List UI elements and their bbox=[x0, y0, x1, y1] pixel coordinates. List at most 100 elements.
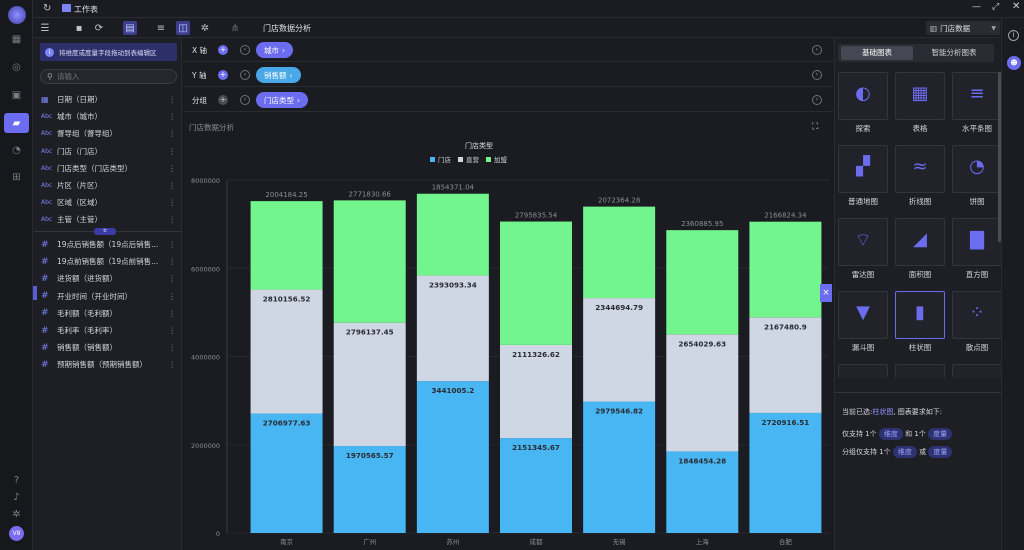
measure-field-item[interactable]: # 销售额（销售额） ⋮ bbox=[41, 339, 177, 356]
measure-field-item[interactable]: #19点前销售额（19点前销售... ⋮ bbox=[41, 253, 177, 270]
x-tick-label: 成都 bbox=[530, 537, 544, 546]
more-options-icon[interactable]: ⋮ bbox=[168, 181, 177, 190]
chart-type-tile[interactable]: ◐ bbox=[838, 72, 888, 120]
folder-icon[interactable]: ▰ bbox=[4, 113, 29, 133]
chart-type-tile[interactable]: ▦ bbox=[895, 72, 945, 120]
app-logo[interactable] bbox=[8, 6, 26, 24]
y-field-pill[interactable]: 销售额 › bbox=[256, 67, 301, 83]
chart-view-icon[interactable]: ◫ bbox=[176, 21, 190, 35]
more-options-icon[interactable]: ⋮ bbox=[168, 308, 177, 318]
search-input[interactable]: 请输入 bbox=[56, 72, 80, 81]
next-x-icon[interactable]: › bbox=[812, 45, 822, 55]
chart-type-tile[interactable]: ◔ bbox=[952, 145, 1002, 193]
add-x-icon[interactable]: + bbox=[218, 45, 228, 55]
collapse-right-button[interactable]: × bbox=[820, 284, 832, 302]
fullscreen-icon[interactable]: ⛶ bbox=[812, 122, 819, 132]
more-options-icon[interactable]: ⋮ bbox=[168, 129, 177, 139]
chart-type-tile[interactable] bbox=[952, 364, 1002, 378]
chart-type-tile[interactable]: ▇ bbox=[952, 218, 1002, 266]
chart-type-tile[interactable] bbox=[838, 364, 888, 378]
table-view-icon[interactable]: ▤ bbox=[123, 21, 137, 35]
collapse-panel-handle[interactable] bbox=[33, 286, 37, 300]
gallery-scrollbar[interactable] bbox=[998, 72, 1001, 242]
dataset-select[interactable]: ▥ 门店数据 ▼ bbox=[926, 21, 1000, 35]
prev-group-icon[interactable]: ‹ bbox=[240, 95, 250, 105]
settings-icon[interactable]: ✲ bbox=[12, 509, 21, 520]
more-options-icon[interactable]: ⋮ bbox=[168, 291, 177, 301]
compass-icon[interactable]: ◔ bbox=[12, 145, 21, 156]
group-field-pill[interactable]: 门店类型 › bbox=[256, 92, 308, 108]
assistant-bot-icon[interactable]: ☻ bbox=[1007, 56, 1021, 70]
next-group-icon[interactable]: › bbox=[812, 95, 822, 105]
bell-icon[interactable]: ♪ bbox=[13, 492, 20, 503]
menu-toggle-icon[interactable]: ☰ bbox=[40, 22, 50, 34]
prev-y-icon[interactable]: ‹ bbox=[240, 70, 250, 80]
more-options-icon[interactable]: ⋮ bbox=[168, 95, 177, 104]
measure-field-item[interactable]: # 毛利率（毛利率） ⋮ bbox=[41, 322, 177, 339]
filter-icon[interactable]: ≡ bbox=[156, 22, 166, 34]
chart-type-tile[interactable]: ≈ bbox=[895, 145, 945, 193]
dashboard-icon[interactable]: ▦ bbox=[11, 34, 22, 45]
dimension-field-item[interactable]: ▦ 日期（日期） ⋮ bbox=[41, 91, 177, 108]
add-group-icon[interactable]: + bbox=[218, 95, 228, 105]
dimension-field-item[interactable]: Abc 片区（片区） ⋮ bbox=[41, 177, 177, 194]
prev-x-icon[interactable]: ‹ bbox=[240, 45, 250, 55]
more-options-icon[interactable]: ⋮ bbox=[168, 198, 177, 208]
grid-icon[interactable]: ⊞ bbox=[12, 172, 21, 183]
chart-type-tile[interactable]: ≡ bbox=[952, 72, 1002, 120]
dimension-field-item[interactable]: Abc 区域（区域） ⋮ bbox=[41, 194, 177, 211]
measure-field-item[interactable]: # 预期销售额（预期销售额） ⋮ bbox=[41, 356, 177, 373]
more-options-icon[interactable]: ⋮ bbox=[168, 240, 177, 249]
more-options-icon[interactable]: ⋮ bbox=[168, 326, 177, 335]
chart-type-tile[interactable]: ⌔ bbox=[838, 218, 888, 266]
more-options-icon[interactable]: ⋮ bbox=[168, 146, 177, 156]
more-options-icon[interactable]: ⋮ bbox=[168, 163, 177, 173]
close-button[interactable]: ✕ bbox=[1012, 1, 1021, 12]
measure-field-item[interactable]: #19点后销售额（19点后销售... ⋮ bbox=[41, 236, 177, 253]
field-search[interactable]: ⚲ 请输入 bbox=[40, 69, 177, 84]
cube-icon[interactable]: ▣ bbox=[11, 90, 22, 101]
dimension-field-item[interactable]: Abc 城市（城市） ⋮ bbox=[41, 108, 177, 125]
title-bar: ↻ 工作表 — ⤢ ✕ bbox=[34, 0, 1024, 18]
more-options-icon[interactable]: ⋮ bbox=[168, 274, 177, 284]
more-options-icon[interactable]: ⋮ bbox=[168, 215, 177, 225]
chart-type-tile[interactable]: ◢ bbox=[895, 218, 945, 266]
more-options-icon[interactable]: ⋮ bbox=[168, 112, 177, 122]
measure-field-item[interactable]: # 进货额（进货额） ⋮ bbox=[41, 270, 177, 287]
dimension-field-item[interactable]: Abc 主管（主管） ⋮ bbox=[41, 211, 177, 228]
chart-type-tile[interactable]: ▞ bbox=[838, 145, 888, 193]
share-icon[interactable]: ⋔ bbox=[230, 22, 240, 34]
dimension-field-item[interactable]: Abc 门店（门店） ⋮ bbox=[41, 143, 177, 160]
chart-type-tile[interactable] bbox=[895, 364, 945, 378]
legend-swatch bbox=[458, 157, 463, 162]
refresh-icon[interactable]: ↻ bbox=[43, 3, 52, 14]
help-icon[interactable]: ? bbox=[13, 475, 20, 486]
bar-segment bbox=[749, 221, 822, 318]
more-options-icon[interactable]: ⋮ bbox=[168, 343, 177, 353]
database-icon[interactable]: ◎ bbox=[12, 62, 21, 73]
sync-icon[interactable]: ⟳ bbox=[94, 22, 104, 34]
user-avatar[interactable]: V8 bbox=[9, 526, 24, 541]
dimension-field-item[interactable]: Abc 门店类型（门店类型） ⋮ bbox=[41, 160, 177, 177]
chart-type-tile[interactable]: ▼ bbox=[838, 291, 888, 339]
tab-basic-charts[interactable]: 基础图表 bbox=[841, 46, 913, 60]
add-y-icon[interactable]: + bbox=[218, 70, 228, 80]
selected-chart-name: 柱状图 bbox=[872, 408, 894, 416]
restore-button[interactable]: ⤢ bbox=[992, 2, 1000, 12]
save-icon[interactable]: ▪ bbox=[75, 22, 83, 34]
dimension-field-item[interactable]: Abc 督导组（督导组） ⋮ bbox=[41, 125, 177, 142]
minimize-button[interactable]: — bbox=[972, 2, 981, 12]
chart-type-tile[interactable]: ▮ bbox=[895, 291, 945, 339]
measure-field-item[interactable]: # 开业时间（开业时间） ⋮ bbox=[41, 288, 177, 305]
divider-handle[interactable]: ≎ bbox=[94, 228, 116, 235]
dimension-tag: 维度 bbox=[878, 428, 903, 440]
info-circle-icon[interactable]: i bbox=[1008, 30, 1019, 41]
x-field-pill[interactable]: 城市 › bbox=[256, 42, 293, 58]
more-options-icon[interactable]: ⋮ bbox=[168, 360, 177, 370]
gear-icon[interactable]: ✲ bbox=[200, 22, 210, 34]
next-y-icon[interactable]: › bbox=[812, 70, 822, 80]
more-options-icon[interactable]: ⋮ bbox=[168, 257, 177, 267]
measure-field-item[interactable]: # 毛利额（毛利额） ⋮ bbox=[41, 305, 177, 322]
chart-type-tile[interactable]: ⁘ bbox=[952, 291, 1002, 339]
tab-smart-charts[interactable]: 智能分析图表 bbox=[931, 48, 977, 57]
